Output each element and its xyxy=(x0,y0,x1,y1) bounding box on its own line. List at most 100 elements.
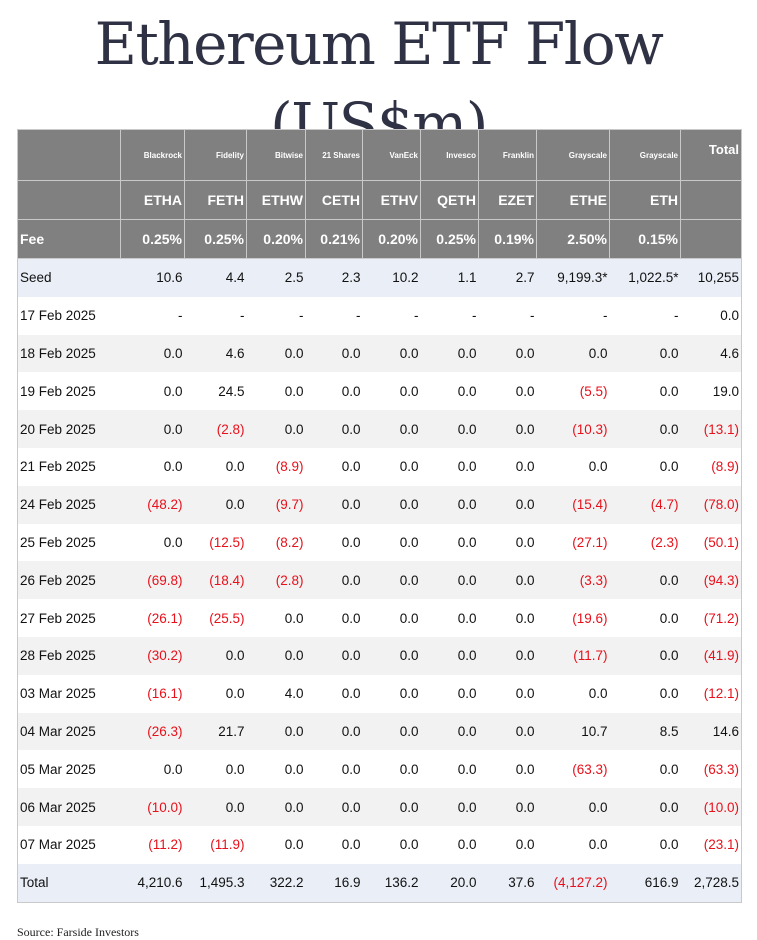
flow-cell: 1.1 xyxy=(420,258,479,297)
flow-cell: 0.0 xyxy=(609,788,681,826)
flow-cell: - xyxy=(356,308,361,324)
flow-cell: 0.0 xyxy=(305,636,363,675)
total-cell: (10.0) xyxy=(680,788,742,826)
flow-cell: 0.0 xyxy=(659,383,679,399)
flow-cell: 0.0 xyxy=(515,761,535,777)
flow-cell: (3.3) xyxy=(536,561,610,600)
table-row: 28 Feb 2025 (30.2) 0.0 0.0 0.0 0.0 0.0 0.0 (11.7… xyxy=(17,636,742,675)
row-label: 28 Feb 2025 xyxy=(17,636,121,675)
ticker-header: ETHA xyxy=(120,180,185,220)
flow-cell: 0.0 xyxy=(420,410,479,448)
total-cell: 14.6 xyxy=(680,712,742,751)
issuer-header: Bitwise xyxy=(246,129,306,181)
flow-cell: 0.0 xyxy=(478,485,537,524)
flow-cell: - xyxy=(674,308,679,324)
flow-cell: 0.0 xyxy=(362,636,421,675)
flow-cell: 0.0 xyxy=(420,485,479,524)
table-row: 25 Feb 2025 0.0 (12.5) (8.2) 0.0 0.0 0.0 0.0 (27… xyxy=(18,524,742,562)
ticker-header: ETHW xyxy=(246,180,306,220)
flow-cell: (48.2) xyxy=(120,485,185,524)
flow-cell: 0.0 xyxy=(246,636,306,675)
row-label: 25 Feb 2025 xyxy=(20,534,96,550)
flow-cell: 0.0 xyxy=(457,534,477,550)
flow-cell: 9,199.3* xyxy=(536,258,610,297)
fee-value: 0.21% xyxy=(305,219,363,259)
flow-cell: 0.0 xyxy=(362,410,421,448)
flow-cell: 0.0 xyxy=(609,561,681,600)
flow-cell: 0.0 xyxy=(305,485,363,524)
flow-cell: 0.0 xyxy=(457,610,477,626)
row-label: 19 Feb 2025 xyxy=(20,383,96,399)
flow-cell: 0.0 xyxy=(659,686,679,702)
flow-cell: 0.0 xyxy=(609,636,681,675)
flow-cell: 0.0 xyxy=(305,712,363,751)
flow-cell: 0.0 xyxy=(659,761,679,777)
flow-cell: - xyxy=(414,308,419,324)
ticker-header: ETHV xyxy=(362,180,421,220)
flow-cell: 0.0 xyxy=(305,334,363,373)
flow-cell: (10.3) xyxy=(536,410,610,448)
flow-cell: 0.0 xyxy=(457,837,477,853)
flow-cell: 0.0 xyxy=(478,561,537,600)
flow-cell: (2.3) xyxy=(650,534,679,550)
flow-cell: 0.0 xyxy=(362,712,421,751)
header-blank xyxy=(680,180,742,220)
table-row: 21 Feb 2025 0.0 0.0 (8.9) 0.0 0.0 0.0 0.0 0.0 0.0… xyxy=(18,448,742,486)
total-cell: (94.3) xyxy=(680,561,742,600)
flow-cell: 0.0 xyxy=(399,610,419,626)
flow-cell: 4.6 xyxy=(184,334,247,373)
row-label: 26 Feb 2025 xyxy=(17,561,121,600)
flow-cell: (4.7) xyxy=(609,485,681,524)
flow-cell: 0.0 xyxy=(457,459,477,475)
ticker-header: ETH xyxy=(609,180,681,220)
row-label: Seed xyxy=(17,258,121,297)
flow-cell: 0.0 xyxy=(341,383,361,399)
table-row: 26 Feb 2025 (69.8) (18.4) (2.8) 0.0 0.0 0.0 0.0… xyxy=(17,561,742,600)
flow-cell: 21.7 xyxy=(184,712,247,751)
fee-value: 0.15% xyxy=(609,219,681,259)
row-label: 17 Feb 2025 xyxy=(20,308,96,324)
flow-cell: 0.0 xyxy=(120,410,185,448)
total-cell: 0.0 xyxy=(720,308,739,324)
flow-cell: 0.0 xyxy=(478,636,537,675)
flow-cell: - xyxy=(603,308,608,324)
flow-cell: 0.0 xyxy=(609,334,681,373)
flow-cell: 0.0 xyxy=(246,410,306,448)
flow-cell: 0.0 xyxy=(362,334,421,373)
flow-cell: 0.0 xyxy=(420,712,479,751)
flow-cell: (2.8) xyxy=(184,410,247,448)
flow-cell: 0.0 xyxy=(420,788,479,826)
flow-cell: 0.0 xyxy=(420,561,479,600)
flow-cell: 0.0 xyxy=(478,712,537,751)
flow-cell: 0.0 xyxy=(399,383,419,399)
flow-cell: 0.0 xyxy=(420,636,479,675)
row-label: 20 Feb 2025 xyxy=(17,410,121,448)
flow-cell: 0.0 xyxy=(305,788,363,826)
flow-cell: 0.0 xyxy=(341,534,361,550)
flow-cell: 0.0 xyxy=(515,459,535,475)
flow-cell: 0.0 xyxy=(659,837,679,853)
flow-cell: 0.0 xyxy=(399,686,419,702)
flow-cell: 0.0 xyxy=(341,837,361,853)
flow-cell: 10.7 xyxy=(536,712,610,751)
fee-value: 0.25% xyxy=(420,219,479,259)
flow-cell: 0.0 xyxy=(362,485,421,524)
flow-cell: 616.9 xyxy=(609,863,681,903)
flow-cell: 8.5 xyxy=(609,712,681,751)
flow-cell: 0.0 xyxy=(225,459,245,475)
total-cell: (41.9) xyxy=(680,636,742,675)
row-label: 06 Mar 2025 xyxy=(17,788,121,826)
flow-cell: 0.0 xyxy=(163,383,183,399)
flow-cell: 0.0 xyxy=(609,410,681,448)
issuer-header: Invesco xyxy=(420,129,479,181)
flow-cell: - xyxy=(240,308,245,324)
flow-cell: 0.0 xyxy=(163,459,183,475)
flow-cell: 10.2 xyxy=(362,258,421,297)
total-cell: 4.6 xyxy=(680,334,742,373)
seed-row: Seed 10.6 4.4 2.5 2.3 10.2 1.1 2.7 9,199.3* 1,022… xyxy=(17,258,742,297)
flow-cell: 0.0 xyxy=(659,459,679,475)
flow-cell: 0.0 xyxy=(246,334,306,373)
fee-value: 0.25% xyxy=(120,219,185,259)
flow-cell: 16.9 xyxy=(305,863,363,903)
flow-cell: (12.5) xyxy=(209,534,245,550)
